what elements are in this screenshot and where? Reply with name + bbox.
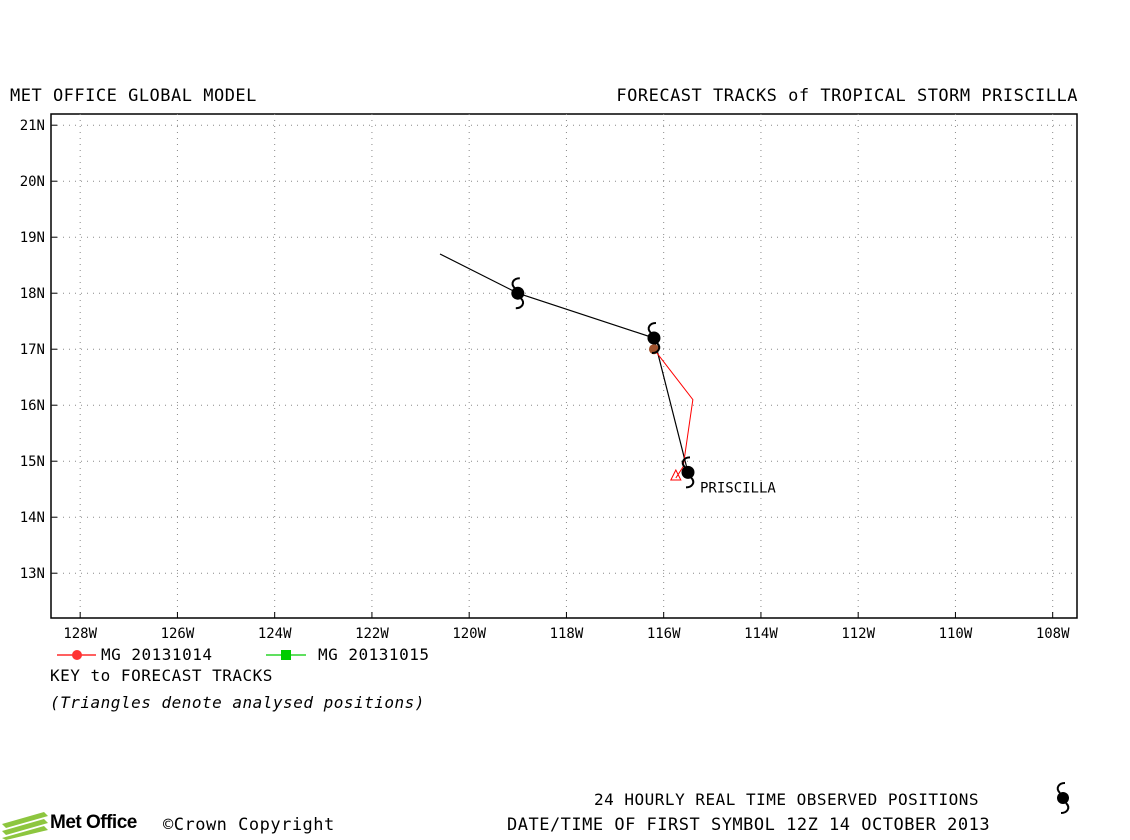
- lat-label: 17N: [20, 342, 45, 358]
- map-frame: [50, 113, 1078, 619]
- lat-label: 18N: [20, 286, 45, 302]
- storm-label: PRISCILLA: [700, 480, 776, 496]
- lon-labels: 128W 126W 124W 122W 120W 118W 116W 114W 112W 110W…: [63, 626, 1070, 642]
- lon-label: 124W: [258, 626, 292, 642]
- chart-title: FORECAST TRACKS of TROPICAL STORM PRISCI…: [616, 86, 1078, 106]
- storm-symbol-icon: [681, 456, 695, 489]
- tracks: [439, 253, 695, 489]
- lat-label: 16N: [20, 398, 45, 414]
- storm-symbol-arm: [511, 277, 520, 289]
- lon-label: 108W: [1036, 626, 1070, 642]
- storm-symbol-arm: [515, 297, 525, 310]
- forecast-track-mg20131014: [653, 348, 694, 479]
- lat-label: 13N: [20, 566, 45, 582]
- storm-symbol-icon: [1056, 782, 1070, 814]
- legend-label-2: MG 20131015: [318, 645, 430, 664]
- date-time-text: DATE/TIME OF FIRST SYMBOL 12Z 14 OCTOBER…: [507, 815, 991, 835]
- lat-label: 14N: [20, 510, 45, 526]
- lon-label: 114W: [744, 626, 778, 642]
- lat-labels: 21N 20N 19N 18N 17N 16N 15N 14N 13N: [20, 118, 45, 582]
- lon-label: 128W: [63, 626, 97, 642]
- key-title: KEY to FORECAST TRACKS: [50, 666, 273, 685]
- storm-symbol-arm: [681, 456, 691, 469]
- legend-swatch-2: [266, 650, 306, 660]
- legend-label-1: MG 20131014: [101, 645, 213, 664]
- observed-track-line: [439, 253, 689, 473]
- storm-symbol-core: [511, 286, 525, 300]
- grid-lines: [51, 114, 1077, 618]
- lon-label: 110W: [939, 626, 973, 642]
- storm-symbol-core: [647, 331, 661, 345]
- met-office-logo-icon: [2, 812, 48, 840]
- storm-symbol-arm: [685, 476, 695, 489]
- analysed-position-triangle: [670, 468, 682, 481]
- lon-label: 122W: [355, 626, 389, 642]
- storm-symbol-icon: [647, 322, 661, 354]
- storm-symbol-core: [681, 465, 695, 479]
- storm-symbol-icon: [511, 277, 525, 310]
- legend-swatch-1: [57, 650, 96, 660]
- lon-label: 120W: [452, 626, 486, 642]
- observed-positions-text: 24 HOURLY REAL TIME OBSERVED POSITIONS: [594, 790, 980, 809]
- lon-label: 116W: [647, 626, 681, 642]
- lat-label: 21N: [20, 118, 45, 134]
- lat-label: 15N: [20, 454, 45, 470]
- met-office-logo-text: Met Office: [50, 812, 137, 833]
- storm-symbol-arm: [647, 322, 657, 334]
- lat-label: 20N: [20, 174, 45, 190]
- storm-symbol-arm: [651, 342, 661, 354]
- left-title: MET OFFICE GLOBAL MODEL: [10, 86, 257, 106]
- lon-label: 118W: [550, 626, 584, 642]
- lat-label: 19N: [20, 230, 45, 246]
- lon-label: 112W: [841, 626, 875, 642]
- copyright-text: ©Crown Copyright: [163, 815, 335, 835]
- lon-label: 126W: [161, 626, 195, 642]
- key-note: (Triangles denote analysed positions): [50, 693, 425, 712]
